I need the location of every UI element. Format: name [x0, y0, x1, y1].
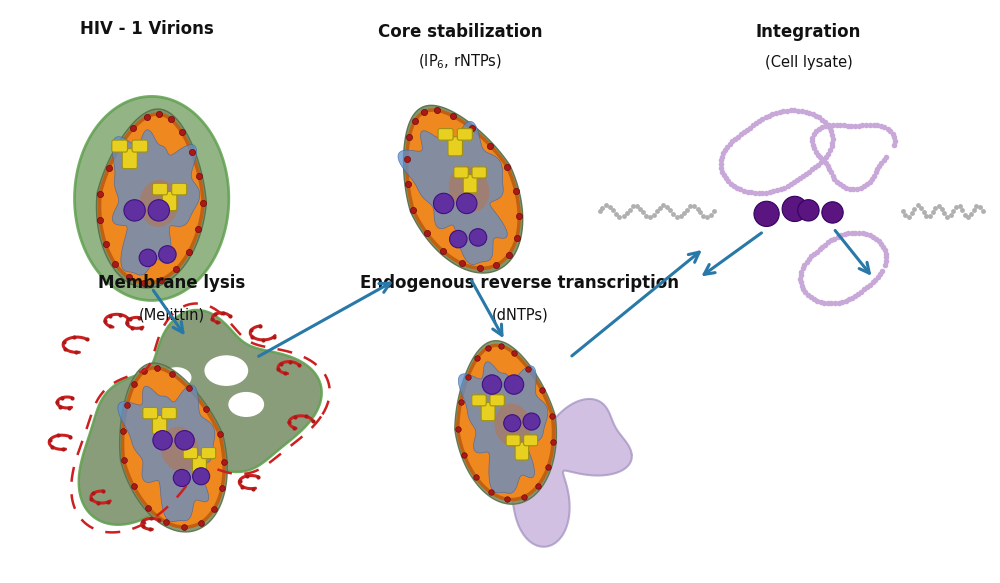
FancyBboxPatch shape: [524, 435, 538, 446]
FancyBboxPatch shape: [122, 149, 137, 168]
Polygon shape: [118, 385, 215, 522]
Circle shape: [782, 196, 807, 222]
Polygon shape: [79, 310, 322, 525]
Ellipse shape: [228, 392, 264, 417]
FancyBboxPatch shape: [152, 183, 167, 195]
Ellipse shape: [204, 355, 248, 386]
Text: (Melittin): (Melittin): [139, 307, 205, 322]
FancyBboxPatch shape: [463, 174, 477, 193]
Polygon shape: [455, 340, 556, 504]
Ellipse shape: [162, 367, 191, 388]
Circle shape: [173, 469, 190, 486]
Polygon shape: [123, 368, 224, 527]
Circle shape: [139, 249, 157, 266]
FancyBboxPatch shape: [472, 167, 486, 178]
Polygon shape: [458, 345, 554, 500]
Text: (dNTPs): (dNTPs): [492, 307, 548, 322]
Circle shape: [754, 201, 779, 226]
Text: (Cell lysate): (Cell lysate): [765, 55, 852, 69]
Circle shape: [124, 200, 145, 221]
Circle shape: [148, 200, 169, 221]
Circle shape: [822, 202, 843, 223]
Polygon shape: [139, 180, 179, 227]
Text: Membrane lysis: Membrane lysis: [98, 274, 245, 292]
FancyBboxPatch shape: [448, 137, 462, 156]
Text: Endogenous reverse transcription: Endogenous reverse transcription: [360, 274, 679, 292]
Polygon shape: [449, 166, 489, 212]
Text: Core stabilization: Core stabilization: [378, 23, 542, 41]
Circle shape: [504, 415, 521, 432]
Polygon shape: [112, 130, 200, 275]
FancyBboxPatch shape: [143, 408, 158, 419]
Polygon shape: [404, 106, 523, 273]
FancyBboxPatch shape: [162, 408, 176, 419]
FancyBboxPatch shape: [457, 129, 472, 140]
Text: Integration: Integration: [756, 23, 861, 41]
FancyBboxPatch shape: [515, 442, 529, 460]
Circle shape: [457, 193, 477, 213]
Polygon shape: [100, 114, 203, 283]
Circle shape: [153, 431, 172, 450]
FancyBboxPatch shape: [481, 402, 495, 421]
Text: (IP$_6$, rNTPs): (IP$_6$, rNTPs): [418, 53, 502, 71]
Polygon shape: [463, 382, 632, 547]
Circle shape: [193, 468, 210, 485]
FancyBboxPatch shape: [490, 395, 504, 406]
Circle shape: [175, 431, 194, 450]
Polygon shape: [494, 403, 531, 447]
FancyBboxPatch shape: [454, 167, 468, 178]
Circle shape: [798, 199, 819, 221]
Circle shape: [433, 193, 454, 213]
Polygon shape: [458, 362, 548, 493]
Text: HIV - 1 Virions: HIV - 1 Virions: [80, 20, 214, 38]
Polygon shape: [161, 427, 199, 472]
FancyBboxPatch shape: [162, 191, 177, 210]
FancyBboxPatch shape: [172, 183, 187, 195]
Circle shape: [504, 375, 524, 394]
FancyBboxPatch shape: [472, 395, 486, 406]
Polygon shape: [75, 96, 229, 300]
FancyBboxPatch shape: [201, 448, 216, 459]
Polygon shape: [407, 110, 519, 268]
Polygon shape: [398, 121, 507, 265]
Circle shape: [523, 413, 540, 430]
FancyBboxPatch shape: [183, 448, 198, 459]
Polygon shape: [120, 363, 227, 532]
FancyBboxPatch shape: [112, 140, 127, 152]
Circle shape: [450, 230, 467, 248]
FancyBboxPatch shape: [132, 140, 148, 152]
FancyBboxPatch shape: [506, 435, 520, 446]
Circle shape: [469, 229, 487, 246]
Polygon shape: [96, 109, 206, 288]
Circle shape: [159, 245, 176, 263]
FancyBboxPatch shape: [438, 129, 453, 140]
FancyBboxPatch shape: [153, 416, 167, 434]
FancyBboxPatch shape: [192, 455, 206, 473]
Circle shape: [482, 375, 502, 394]
